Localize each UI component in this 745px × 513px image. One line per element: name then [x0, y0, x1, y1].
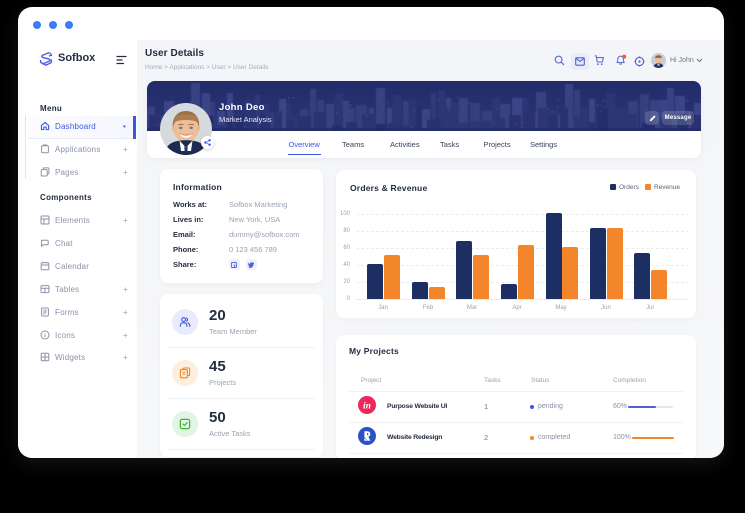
svg-text:in: in — [363, 401, 371, 411]
